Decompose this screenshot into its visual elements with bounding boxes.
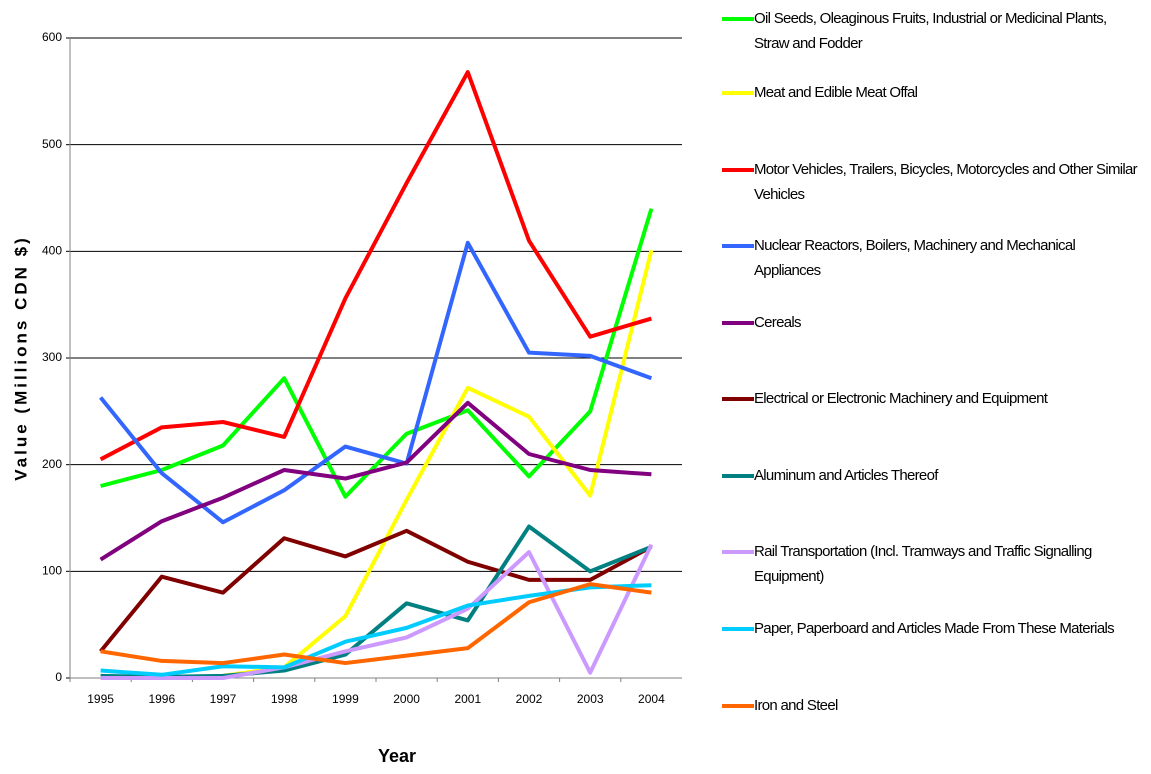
series-line <box>99 528 653 653</box>
series-line <box>99 240 653 525</box>
x-tick-label: 1996 <box>148 692 175 706</box>
legend-item: Paper, Paperboard and Articles Made From… <box>722 616 1142 641</box>
legend-swatch <box>722 474 754 478</box>
legend-swatch <box>722 91 754 95</box>
y-tick-label: 400 <box>42 244 62 258</box>
y-tick-label: 200 <box>42 457 62 471</box>
series-line <box>100 524 653 679</box>
series-line <box>99 400 652 562</box>
legend-item: Aluminum and Articles Thereof <box>722 463 1142 488</box>
legend-label: Rail Transportation (Incl. Tramways and … <box>754 543 1092 585</box>
legend-item: Oil Seeds, Oleaginous Fruits, Industrial… <box>722 6 1142 56</box>
legend-swatch <box>722 550 754 554</box>
series-line <box>100 582 652 666</box>
legend-item: Cereals <box>722 310 1142 335</box>
series-line <box>100 543 654 680</box>
series-line <box>100 208 654 499</box>
legend-item: Electrical or Electronic Machinery and E… <box>722 386 1142 411</box>
x-tick-label: 1998 <box>271 692 298 706</box>
series-line <box>99 70 652 462</box>
legend-item: Meat and Edible Meat Offal <box>722 80 1142 105</box>
legend-label: Paper, Paperboard and Articles Made From… <box>754 620 1115 637</box>
legend-label: Motor Vehicles, Trailers, Bicycles, Moto… <box>754 161 1138 203</box>
legend-label: Electrical or Electronic Machinery and E… <box>754 390 1048 407</box>
legend-swatch <box>722 244 754 248</box>
legend-swatch <box>722 321 754 325</box>
legend-item: Iron and Steel <box>722 693 1142 718</box>
legend-label: Aluminum and Articles Thereof <box>754 467 938 484</box>
x-tick-label: 2003 <box>577 692 604 706</box>
legend-label: Cereals <box>754 314 801 331</box>
x-axis-label: Year <box>378 746 416 766</box>
legend-label: Oil Seeds, Oleaginous Fruits, Industrial… <box>754 10 1107 52</box>
x-tick-label: 1995 <box>87 692 114 706</box>
legend-swatch <box>722 168 754 172</box>
legend-label: Iron and Steel <box>754 697 838 714</box>
legend-item: Motor Vehicles, Trailers, Bicycles, Moto… <box>722 157 1142 207</box>
y-tick-label: 600 <box>42 30 62 44</box>
y-axis-label: Value (Millions CDN $) <box>11 235 30 480</box>
legend-label: Meat and Edible Meat Offal <box>754 84 918 101</box>
x-tick-label: 2000 <box>393 692 420 706</box>
legend-swatch <box>722 17 754 21</box>
y-tick-label: 300 <box>42 350 62 364</box>
y-tick-label: 100 <box>42 564 62 578</box>
legend-swatch <box>722 704 754 708</box>
legend-swatch <box>722 627 754 631</box>
y-tick-label: 500 <box>42 137 62 151</box>
x-tick-label: 2002 <box>516 692 543 706</box>
legend-item: Nuclear Reactors, Boilers, Machinery and… <box>722 233 1142 283</box>
legend-item: Rail Transportation (Incl. Tramways and … <box>722 539 1142 589</box>
legend-label: Nuclear Reactors, Boilers, Machinery and… <box>754 237 1076 279</box>
legend-swatch <box>722 397 754 401</box>
x-tick-label: 1999 <box>332 692 359 706</box>
x-tick-label: 1997 <box>210 692 237 706</box>
x-tick-label: 2004 <box>638 692 665 706</box>
x-tick-label: 2001 <box>454 692 481 706</box>
y-tick-label: 0 <box>55 670 62 684</box>
